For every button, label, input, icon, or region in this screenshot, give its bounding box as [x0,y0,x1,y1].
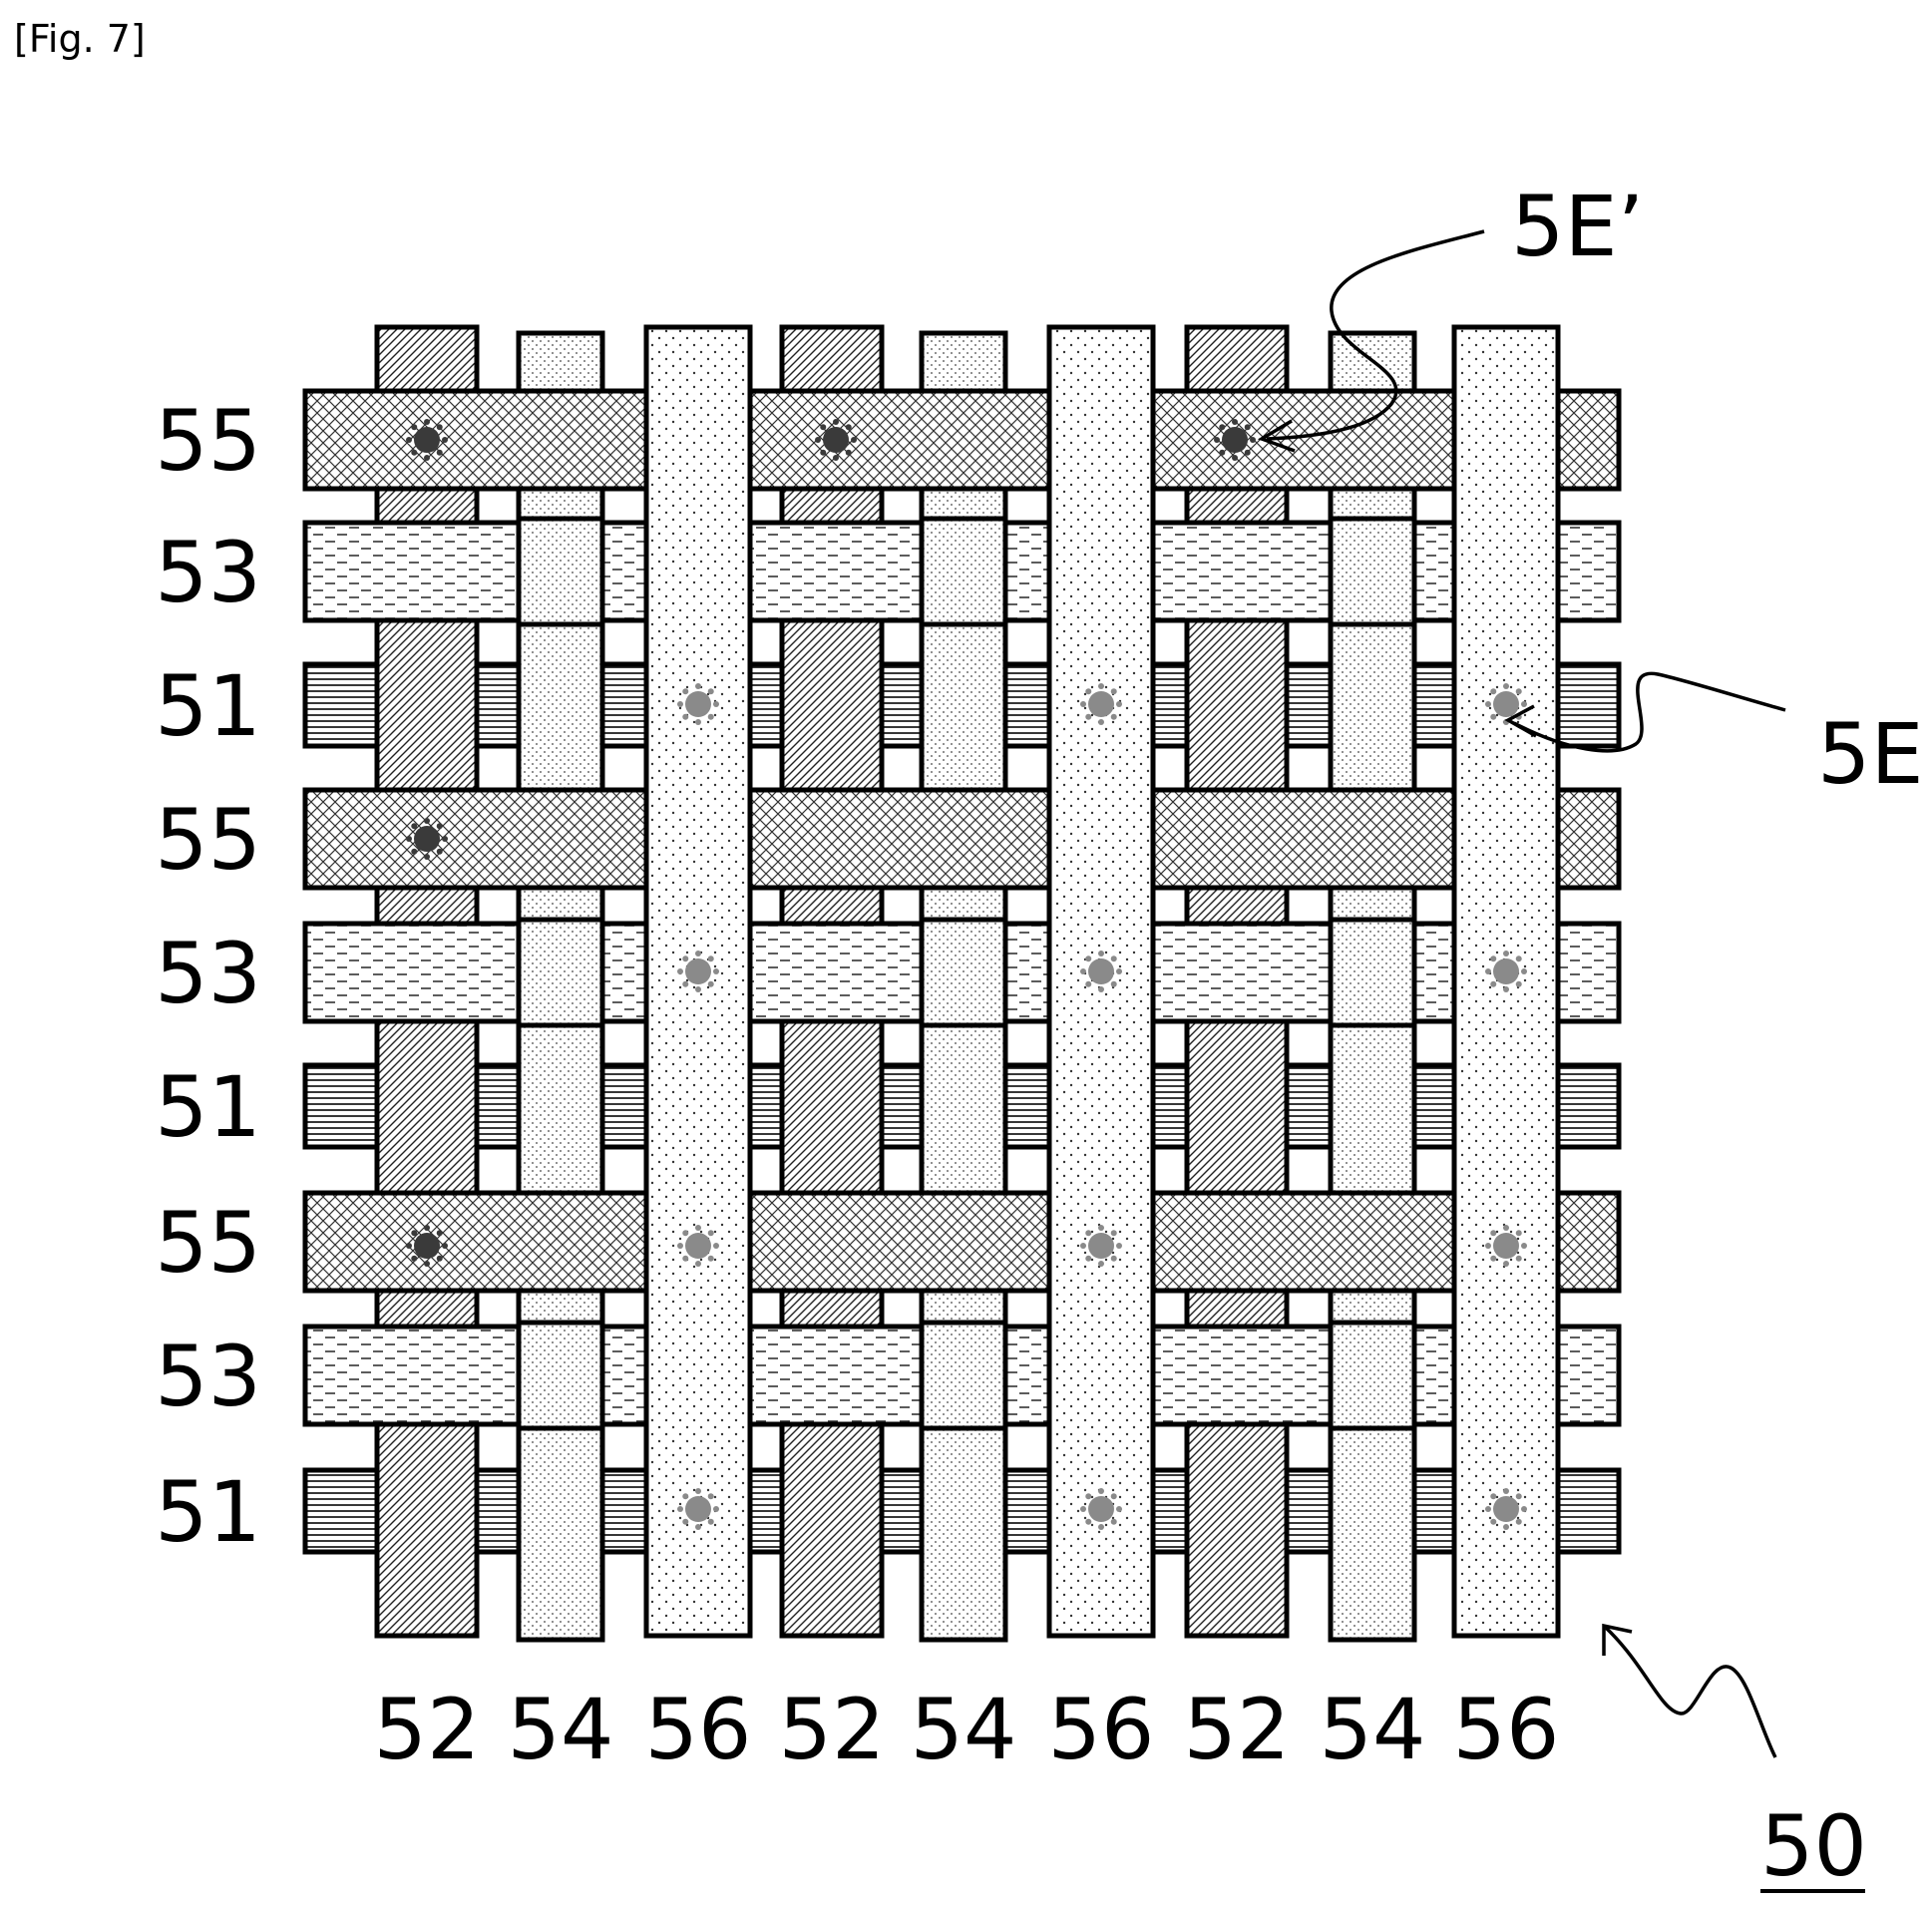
column-label: 56 [645,1681,752,1778]
row-label: 53 [155,524,261,621]
reference-arrow [1604,1626,1775,1757]
weft-strip-55 [305,790,1619,888]
warp-strip-54-over [922,920,1005,1025]
row-label: 51 [155,657,261,755]
column-label: 54 [911,1681,1017,1778]
warp-strip-54-over [922,1323,1005,1428]
warp-strip-54-over [519,920,602,1025]
row-label: 55 [155,791,261,889]
weave-grid [305,327,1619,1640]
column-label: 54 [1320,1681,1426,1778]
figure-label: [Fig. 7] [14,17,146,61]
warp-strip-54-over [519,519,602,624]
column-label: 52 [1184,1681,1291,1778]
reference-numeral: 50 [1760,1797,1867,1895]
weft-strip-55 [305,391,1619,489]
warp-strip-54-over [922,519,1005,624]
row-label: 53 [155,1328,261,1425]
weft-strip-55 [305,1193,1619,1291]
column-label: 52 [779,1681,886,1778]
row-label: 53 [155,925,261,1022]
warp-strip-54-over [1331,1323,1414,1428]
column-label: 54 [508,1681,614,1778]
warp-strip-54-over [519,1323,602,1428]
column-label: 52 [374,1681,481,1778]
column-label: 56 [1048,1681,1155,1778]
callout-top-label: 5E’ [1511,178,1644,275]
row-label: 55 [155,1194,261,1292]
warp-strip-54-over [1331,920,1414,1025]
row-label: 55 [155,392,261,490]
callout-right-label: 5E [1817,705,1924,803]
warp-strip-54-over [1331,519,1414,624]
row-label: 51 [155,1463,261,1561]
row-label: 51 [155,1058,261,1156]
column-label: 56 [1453,1681,1560,1778]
